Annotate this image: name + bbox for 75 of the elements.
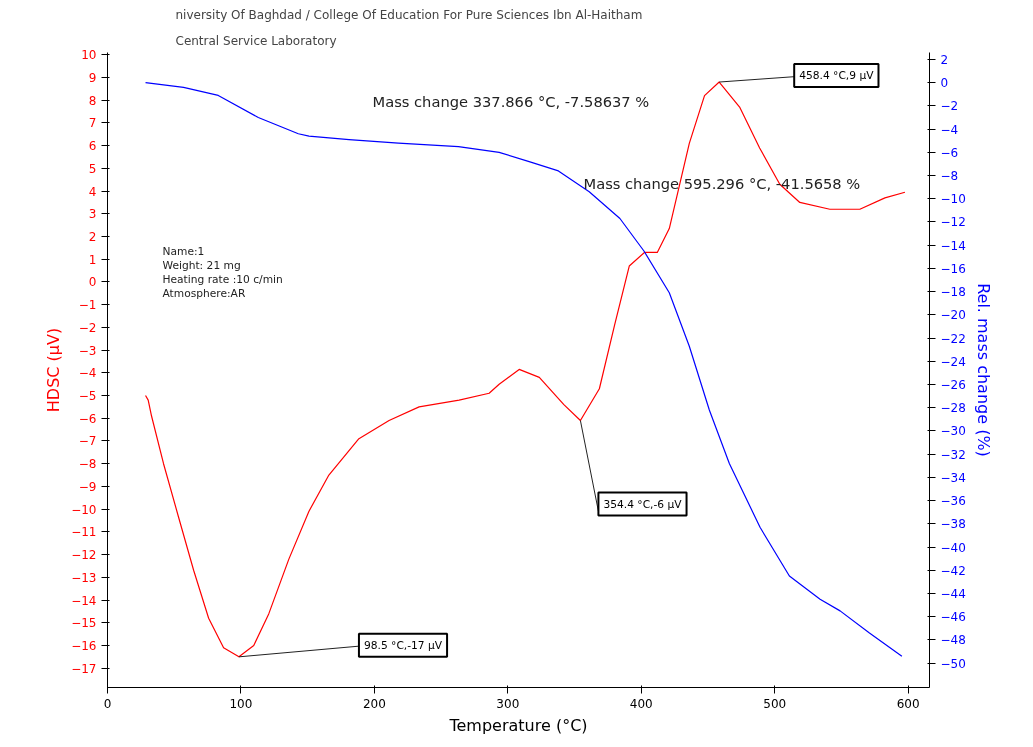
y2-tick-label: −6 — [940, 145, 959, 160]
chart-subtitle: Central Service Laboratory — [175, 33, 337, 48]
x-tick-label: 0 — [103, 696, 112, 711]
y2-tick-label: −22 — [940, 331, 966, 346]
y-tick-label: −4 — [78, 366, 97, 381]
x-tick-label: 500 — [763, 696, 787, 711]
y2-tick-label: −14 — [940, 238, 966, 253]
annotation: Atmosphere:AR — [162, 286, 246, 300]
y-tick-label: −14 — [71, 593, 97, 608]
y2-tick-label: −8 — [940, 169, 959, 184]
y2-tick-label: −12 — [940, 215, 966, 230]
chart-title: niversity Of Baghdad / College Of Education For Pure Sciences Ibn Al-Haitham — [175, 7, 643, 22]
y2-tick-label: −10 — [940, 192, 966, 207]
y-tick-label: −16 — [71, 638, 97, 653]
y-tick-label: 10 — [81, 48, 97, 63]
y-tick-label: −7 — [78, 434, 97, 449]
y-tick-label: −17 — [71, 661, 97, 676]
y-tick-label: 2 — [88, 230, 97, 245]
y-tick-label: 7 — [88, 116, 97, 131]
y-axis-title: HDSC (µV) — [44, 327, 64, 413]
y2-tick-label: −26 — [940, 378, 966, 393]
y-tick-label: 0 — [88, 275, 97, 290]
y-tick-label: 9 — [88, 70, 97, 85]
y2-tick-label: 2 — [940, 52, 949, 67]
y2-tick-label: −34 — [940, 470, 966, 485]
y-tick-label: 1 — [88, 252, 97, 267]
y2-tick-label: −44 — [940, 586, 966, 601]
y2-tick-label: −50 — [940, 656, 966, 671]
y2-axis-title: Rel. mass change (%) — [973, 283, 993, 457]
y2-tick-label: −46 — [940, 610, 966, 625]
y-tick-label: −12 — [71, 548, 97, 563]
y-tick-label: −15 — [71, 616, 97, 631]
y-tick-label: 8 — [88, 93, 97, 108]
annotation: Mass change 337.866 °C, -7.58637 % — [372, 92, 650, 110]
y-tick-label: −10 — [71, 502, 97, 517]
annotation: 354.4 °C,-6 µV — [603, 497, 683, 511]
y-tick-label: −1 — [78, 298, 97, 313]
x-tick-label: 100 — [229, 696, 253, 711]
y2-tick-label: −20 — [940, 308, 966, 323]
y-tick-label: 6 — [88, 139, 97, 154]
y-tick-label: −13 — [71, 570, 97, 585]
y2-tick-label: −18 — [940, 285, 966, 300]
y-tick-label: 3 — [88, 207, 97, 222]
y2-tick-label: −38 — [940, 517, 966, 532]
y-tick-label: −6 — [78, 411, 97, 426]
y2-tick-label: −2 — [940, 99, 959, 114]
y2-tick-label: −32 — [940, 447, 966, 462]
annotation: Weight: 21 mg — [162, 258, 241, 272]
y2-tick-label: −48 — [940, 633, 966, 648]
y2-tick-label: −28 — [940, 401, 966, 416]
y2-tick-label: −40 — [940, 540, 966, 555]
y2-tick-label: −42 — [940, 563, 966, 578]
y-tick-label: −8 — [78, 457, 97, 472]
y2-tick-label: −30 — [940, 424, 966, 439]
x-tick-label: 300 — [496, 696, 520, 711]
x-tick-label: 200 — [362, 696, 386, 711]
y-tick-label: 4 — [88, 184, 97, 199]
y2-tick-label: −36 — [940, 494, 966, 509]
y-tick-label: −5 — [78, 389, 97, 404]
annotation: Name:1 — [162, 244, 205, 258]
annotation: Heating rate :10 c/min — [162, 272, 283, 286]
y-tick-label: −9 — [78, 479, 97, 494]
annotation: 458.4 °C,9 µV — [799, 69, 875, 83]
y2-tick-label: −4 — [940, 122, 959, 137]
y-tick-label: −11 — [71, 525, 97, 540]
y2-tick-label: −24 — [940, 354, 966, 369]
x-tick-label: 400 — [629, 696, 653, 711]
x-tick-label: 600 — [896, 696, 920, 711]
annotation: 98.5 °C,-17 µV — [363, 638, 443, 652]
y2-tick-label: −16 — [940, 261, 966, 276]
y-tick-label: −3 — [78, 343, 97, 358]
x-axis-title: Temperature (°C) — [448, 715, 588, 735]
y2-tick-label: 0 — [940, 76, 949, 91]
y-tick-label: −2 — [78, 320, 97, 335]
y-tick-label: 5 — [88, 161, 97, 176]
